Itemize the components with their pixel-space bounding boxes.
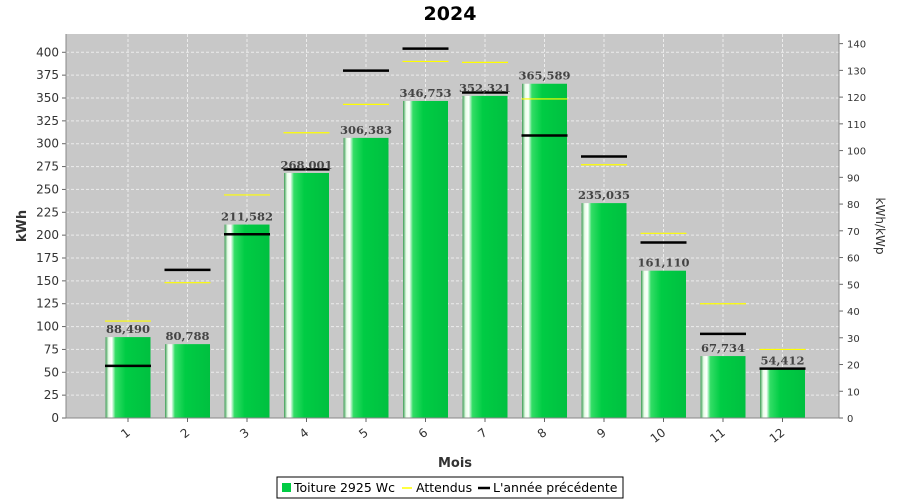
data-label-month-11: 67,734 [701,341,745,355]
data-label-month-2: 80,788 [165,329,209,343]
x-tick-label: 7 [475,425,490,441]
x-tick-label: 10 [648,425,669,445]
y-tick-label-left: 125 [36,297,59,311]
x-tick-label: 4 [297,425,312,441]
y-tick-label-left: 375 [36,68,59,82]
y-tick-label-right: 80 [847,200,860,211]
y-tick-label-right: 50 [847,280,860,291]
bars [105,83,805,419]
y-tick-label-left: 150 [36,274,59,288]
bar-month-10 [641,270,686,418]
x-tick-label: 1 [118,425,133,441]
y-tick-label-left: 100 [36,320,59,334]
bar-month-3 [224,224,270,418]
bar-month-9 [581,203,627,418]
legend-label-bar: Toiture 2925 Wc [293,480,395,495]
y-tick-label-right: 120 [847,93,866,104]
y-tick-label-left: 325 [36,114,59,128]
chart-title: 2024 [424,3,477,25]
x-tick-label: 12 [767,425,788,445]
y-tick-label-right: 70 [847,227,860,238]
bar-month-7 [462,95,508,419]
previous-year-markers [105,47,806,370]
y-tick-label-right: 90 [847,173,860,184]
x-tick-label: 2 [178,425,193,441]
y-tick-label-right: 140 [847,40,866,51]
legend-label-previous: L'année précédente [493,480,618,495]
x-tick-label: 3 [237,425,252,441]
data-label-month-6: 346,753 [399,86,451,100]
y-axis-title-left: kWh [15,210,30,242]
y-tick-label-right: 10 [847,387,860,398]
bar-month-2 [165,344,210,418]
bar-month-4 [284,172,329,418]
y-tick-label-left: 75 [44,342,59,356]
legend: Toiture 2925 Wc Attendus L'année précéde… [276,476,624,499]
y-tick-label-left: 300 [36,137,59,151]
y-tick-label-right: 60 [847,254,860,265]
y-tick-label-right: 100 [847,147,866,158]
data-label-month-8: 365,589 [518,69,570,83]
legend-box [276,476,624,499]
x-tick-label: 6 [416,425,431,441]
x-tick-label: 11 [707,425,728,445]
y-axis-right: 0 10 20 30 40 50 60 70 80 90 100 110 120 130 140 [838,34,866,425]
y-tick-label-left: 225 [36,205,59,219]
y-tick-label-left: 25 [44,388,59,402]
y-axis-left: 0 25 50 75 100 125 150 175 200 225 250 275 300 325 350… [36,34,67,425]
data-label-month-3: 211,582 [221,210,273,224]
y-tick-label-left: 200 [36,228,59,242]
legend-swatch-bar [282,483,291,492]
data-label-month-10: 161,110 [637,256,689,270]
y-axis-title-right: kWh/kWp [873,198,887,255]
legend-label-expected: Attendus [416,480,472,495]
x-tick-label: 8 [535,425,550,441]
y-tick-label-left: 275 [36,160,59,174]
y-tick-label-left: 175 [36,251,59,265]
y-tick-label-right: 30 [847,334,860,345]
data-label-month-5: 306,383 [340,123,392,137]
data-label-month-9: 235,035 [578,188,630,202]
data-labels: 88,490 80,788 211,582 268,001 306,383 346,753… [106,69,805,368]
y-tick-label-left: 350 [36,91,59,105]
bar-month-5 [343,137,389,418]
bar-month-6 [403,100,448,418]
y-tick-label-right: 40 [847,307,860,318]
y-tick-label-right: 110 [847,120,866,131]
expected-markers [105,60,806,351]
data-label-month-4: 268,001 [280,158,332,172]
data-label-month-1: 88,490 [106,322,150,336]
bar-month-11 [700,356,746,418]
data-label-month-12: 54,412 [760,353,804,367]
x-tick-label: 9 [594,425,609,441]
y-tick-label-right: 130 [847,66,866,77]
y-tick-label-left: 400 [36,45,59,59]
x-tick-label: 5 [356,425,371,441]
y-tick-label-left: 50 [44,365,59,379]
x-axis-title: Mois [438,456,472,471]
bar-month-8 [522,83,567,419]
y-tick-label-right: 0 [847,414,853,425]
y-tick-label-left: 250 [36,182,59,196]
y-tick-label-left: 0 [51,411,59,425]
bar-month-12 [760,368,805,418]
bar-month-1 [105,337,151,418]
x-axis: 1 2 3 4 5 6 7 8 9 10 11 12 [66,417,839,446]
y-tick-label-right: 20 [847,361,860,372]
data-label-month-7: 352,321 [459,81,511,95]
